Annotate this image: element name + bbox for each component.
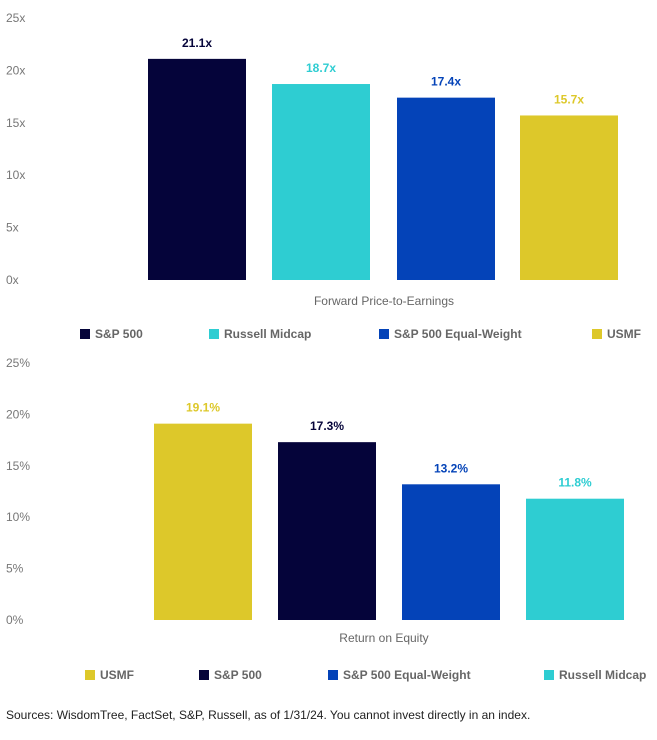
bar bbox=[272, 84, 370, 280]
legend-swatch bbox=[544, 670, 554, 680]
legend-label: S&P 500 bbox=[214, 668, 262, 682]
legend-swatch bbox=[328, 670, 338, 680]
bar bbox=[397, 97, 495, 280]
x-axis-label: Return on Equity bbox=[339, 631, 428, 645]
legend-swatch bbox=[592, 329, 602, 339]
y-tick-label: 15x bbox=[6, 116, 25, 130]
data-label: 18.7x bbox=[306, 61, 336, 75]
legend-swatch bbox=[80, 329, 90, 339]
legend-label: S&P 500 Equal-Weight bbox=[394, 327, 522, 341]
return-on-equity-chart: 0% 5% 10% 15% 20% 25% 19.1% 17.3% 13.2% 11.8% Retu… bbox=[6, 356, 646, 682]
legend-label: S&P 500 bbox=[95, 327, 143, 341]
y-tick-label: 5x bbox=[6, 221, 19, 235]
source-note: Sources: WisdomTree, FactSet, S&P, Russe… bbox=[6, 708, 531, 722]
legend-swatch bbox=[209, 329, 219, 339]
y-tick-label: 0x bbox=[6, 273, 19, 287]
y-tick-label: 20% bbox=[6, 407, 30, 421]
forward-pe-chart: 0x 5x 10x 15x 20x 25x 21.1x 18.7x 17.4x 15.7x Forw… bbox=[6, 11, 641, 341]
legend-swatch bbox=[199, 670, 209, 680]
y-tick-label: 0% bbox=[6, 613, 24, 627]
bar bbox=[526, 498, 624, 620]
data-label: 17.4x bbox=[431, 75, 461, 89]
legend-label: USMF bbox=[607, 327, 641, 341]
data-label: 19.1% bbox=[186, 401, 220, 415]
legend-label: S&P 500 Equal-Weight bbox=[343, 668, 471, 682]
y-tick-label: 25x bbox=[6, 11, 25, 25]
data-label: 13.2% bbox=[434, 461, 468, 475]
data-label: 11.8% bbox=[558, 476, 592, 490]
legend-label: USMF bbox=[100, 668, 134, 682]
legend-swatch bbox=[85, 670, 95, 680]
bar bbox=[148, 58, 246, 280]
legend-swatch bbox=[379, 329, 389, 339]
x-axis-label: Forward Price-to-Earnings bbox=[314, 294, 454, 308]
legend-label: Russell Midcap bbox=[224, 327, 311, 341]
y-tick-label: 20x bbox=[6, 63, 25, 77]
y-tick-label: 15% bbox=[6, 459, 30, 473]
data-label: 21.1x bbox=[182, 36, 212, 50]
legend-label: Russell Midcap bbox=[559, 668, 646, 682]
y-tick-label: 25% bbox=[6, 356, 30, 370]
y-tick-label: 10x bbox=[6, 168, 25, 182]
bar bbox=[154, 423, 252, 620]
bar bbox=[278, 442, 376, 620]
bar bbox=[402, 484, 500, 620]
y-tick-label: 10% bbox=[6, 510, 30, 524]
data-label: 15.7x bbox=[554, 92, 584, 106]
y-tick-label: 5% bbox=[6, 562, 24, 576]
bar bbox=[520, 115, 618, 281]
data-label: 17.3% bbox=[310, 419, 344, 433]
